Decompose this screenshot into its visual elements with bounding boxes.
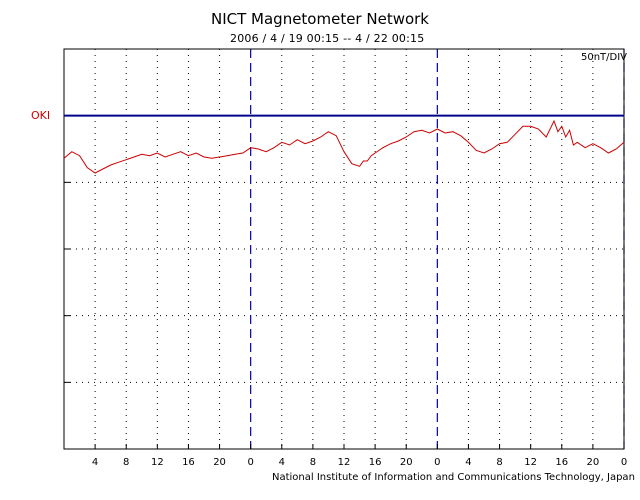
scale-label: 50nT/DIV — [580, 52, 627, 63]
chart-title: NICT Magnetometer Network — [210, 10, 429, 28]
x-tick-label: 16 — [555, 457, 568, 468]
x-tick-label: 0 — [434, 457, 440, 468]
x-tick-label: 12 — [151, 457, 164, 468]
chart-date-range: 2006 / 4 / 19 00:15 -- 4 / 22 00:15 — [230, 32, 425, 45]
x-tick-label: 12 — [338, 457, 351, 468]
x-tick-label: 16 — [369, 457, 382, 468]
magnetometer-trace — [63, 119, 625, 174]
x-tick-label: 20 — [213, 457, 226, 468]
x-tick-label: 4 — [465, 457, 471, 468]
x-tick-label: 20 — [400, 457, 413, 468]
station-label: OKI — [31, 109, 51, 122]
x-tick-label: 16 — [182, 457, 195, 468]
x-tick-label: 0 — [247, 457, 253, 468]
x-tick-label: 12 — [524, 457, 537, 468]
x-tick-label: 8 — [310, 457, 316, 468]
x-tick-label: 4 — [92, 457, 98, 468]
x-tick-label: 20 — [587, 457, 600, 468]
x-tick-label: 8 — [123, 457, 129, 468]
x-tick-label: 8 — [496, 457, 502, 468]
x-tick-label: 0 — [621, 457, 627, 468]
x-tick-label: 4 — [279, 457, 285, 468]
credit-text: National Institute of Information and Co… — [272, 472, 635, 483]
